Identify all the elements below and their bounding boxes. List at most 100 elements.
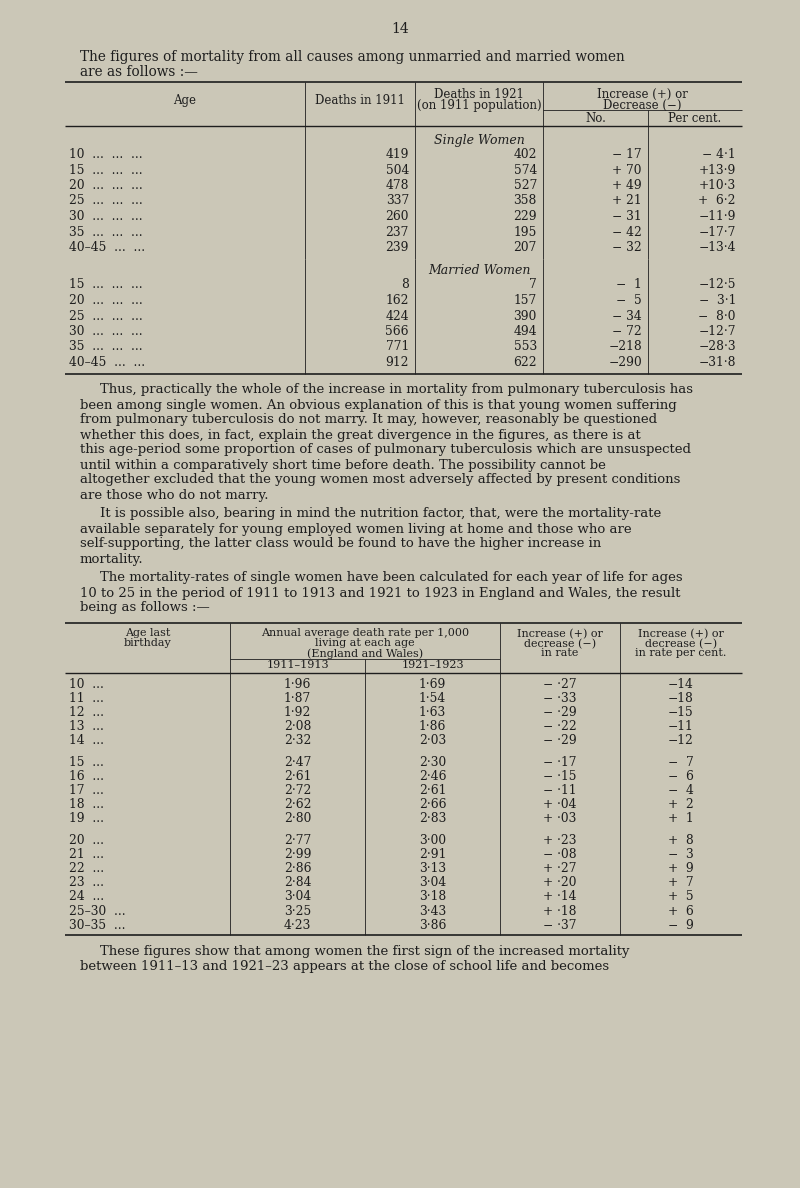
- Text: + ·14: + ·14: [543, 890, 577, 903]
- Text: − ·27: − ·27: [543, 677, 577, 690]
- Text: 553: 553: [514, 341, 537, 354]
- Text: Increase (+) or: Increase (+) or: [597, 88, 688, 101]
- Text: −218: −218: [608, 341, 642, 354]
- Text: Thus, practically the whole of the increase in mortality from pulmonary tubercul: Thus, practically the whole of the incre…: [100, 384, 693, 397]
- Text: −14: −14: [668, 677, 694, 690]
- Text: 40–45  ...  ...: 40–45 ... ...: [69, 356, 145, 369]
- Text: + ·27: + ·27: [543, 862, 577, 874]
- Text: −11: −11: [668, 720, 694, 733]
- Text: −17·7: −17·7: [698, 226, 736, 239]
- Text: in rate: in rate: [542, 649, 578, 658]
- Text: +  2: + 2: [668, 798, 694, 811]
- Text: 30–35  ...: 30–35 ...: [69, 918, 126, 931]
- Text: 2·47: 2·47: [284, 756, 311, 769]
- Text: 2·32: 2·32: [284, 734, 311, 747]
- Text: −12·7: −12·7: [698, 326, 736, 339]
- Text: 8: 8: [401, 278, 409, 291]
- Text: − ·29: − ·29: [543, 734, 577, 747]
- Text: +10·3: +10·3: [698, 179, 736, 192]
- Text: in rate per cent.: in rate per cent.: [635, 649, 726, 658]
- Text: −12·5: −12·5: [698, 278, 736, 291]
- Text: + 70: + 70: [613, 164, 642, 177]
- Text: The figures of mortality from all causes among unmarried and married women: The figures of mortality from all causes…: [80, 50, 625, 64]
- Text: 16  ...: 16 ...: [69, 770, 104, 783]
- Text: No.: No.: [585, 112, 606, 125]
- Text: 2·66: 2·66: [418, 798, 446, 811]
- Text: 2·46: 2·46: [418, 770, 446, 783]
- Text: − 42: − 42: [612, 226, 642, 239]
- Text: 14: 14: [391, 23, 409, 36]
- Text: 1·54: 1·54: [419, 691, 446, 704]
- Text: 20  ...  ...  ...: 20 ... ... ...: [69, 179, 142, 192]
- Text: 2·86: 2·86: [284, 862, 311, 874]
- Text: 494: 494: [514, 326, 537, 339]
- Text: +  1: + 1: [668, 813, 694, 826]
- Text: 22  ...: 22 ...: [69, 862, 104, 874]
- Text: 3·00: 3·00: [419, 834, 446, 847]
- Text: 2·72: 2·72: [284, 784, 311, 797]
- Text: altogether excluded that the young women most adversely affected by present cond: altogether excluded that the young women…: [80, 474, 680, 487]
- Text: − ·17: − ·17: [543, 756, 577, 769]
- Text: The mortality-rates of single women have been calculated for each year of life f: The mortality-rates of single women have…: [100, 571, 682, 584]
- Text: decrease (−): decrease (−): [524, 638, 596, 649]
- Text: 157: 157: [514, 293, 537, 307]
- Text: 2·08: 2·08: [284, 720, 311, 733]
- Text: 19  ...: 19 ...: [69, 813, 104, 826]
- Text: 12  ...: 12 ...: [69, 706, 104, 719]
- Text: mortality.: mortality.: [80, 552, 144, 565]
- Text: 11  ...: 11 ...: [69, 691, 104, 704]
- Text: 15  ...: 15 ...: [69, 756, 104, 769]
- Text: Annual average death rate per 1,000: Annual average death rate per 1,000: [261, 628, 469, 638]
- Text: +  5: + 5: [668, 890, 694, 903]
- Text: 17  ...: 17 ...: [69, 784, 104, 797]
- Text: 229: 229: [514, 210, 537, 223]
- Text: 13  ...: 13 ...: [69, 720, 104, 733]
- Text: −  5: − 5: [616, 293, 642, 307]
- Text: 1·86: 1·86: [419, 720, 446, 733]
- Text: −18: −18: [668, 691, 694, 704]
- Text: 4·23: 4·23: [284, 918, 311, 931]
- Text: 20  ...: 20 ...: [69, 834, 104, 847]
- Text: birthday: birthday: [124, 638, 171, 649]
- Text: this age-period some proportion of cases of pulmonary tuberculosis which are uns: this age-period some proportion of cases…: [80, 443, 691, 456]
- Text: Married Women: Married Women: [428, 265, 530, 278]
- Text: 2·84: 2·84: [284, 876, 311, 889]
- Text: 23  ...: 23 ...: [69, 876, 104, 889]
- Text: − 34: − 34: [612, 310, 642, 322]
- Text: Age: Age: [174, 94, 197, 107]
- Text: −290: −290: [608, 356, 642, 369]
- Text: 21  ...: 21 ...: [69, 848, 104, 860]
- Text: +  6: + 6: [668, 904, 694, 917]
- Text: 10  ...  ...  ...: 10 ... ... ...: [69, 148, 142, 162]
- Text: 2·80: 2·80: [284, 813, 311, 826]
- Text: These figures show that among women the first sign of the increased mortality: These figures show that among women the …: [100, 944, 630, 958]
- Text: 35  ...  ...  ...: 35 ... ... ...: [69, 226, 142, 239]
- Text: −12: −12: [668, 734, 694, 747]
- Text: +  6·2: + 6·2: [698, 195, 736, 208]
- Text: Increase (+) or: Increase (+) or: [638, 628, 724, 639]
- Text: 1·92: 1·92: [284, 706, 311, 719]
- Text: Decrease (−): Decrease (−): [603, 99, 682, 112]
- Text: − 31: − 31: [612, 210, 642, 223]
- Text: 1921–1923: 1921–1923: [401, 661, 464, 670]
- Text: 2·30: 2·30: [419, 756, 446, 769]
- Text: Age last: Age last: [125, 628, 170, 638]
- Text: −31·8: −31·8: [698, 356, 736, 369]
- Text: 2·61: 2·61: [284, 770, 311, 783]
- Text: 30  ...  ...  ...: 30 ... ... ...: [69, 210, 142, 223]
- Text: 2·62: 2·62: [284, 798, 311, 811]
- Text: until within a comparatively short time before death. The possibility cannot be: until within a comparatively short time …: [80, 459, 606, 472]
- Text: 424: 424: [386, 310, 409, 322]
- Text: Deaths in 1921: Deaths in 1921: [434, 88, 524, 101]
- Text: It is possible also, bearing in mind the nutrition factor, that, were the mortal: It is possible also, bearing in mind the…: [100, 507, 662, 520]
- Text: self-supporting, the latter class would be found to have the higher increase in: self-supporting, the latter class would …: [80, 537, 602, 550]
- Text: (on 1911 population): (on 1911 population): [417, 99, 542, 112]
- Text: whether this does, in fact, explain the great divergence in the figures, as ther: whether this does, in fact, explain the …: [80, 429, 641, 442]
- Text: − ·37: − ·37: [543, 918, 577, 931]
- Text: −  6: − 6: [668, 770, 694, 783]
- Text: 10 to 25 in the period of 1911 to 1913 and 1921 to 1923 in England and Wales, th: 10 to 25 in the period of 1911 to 1913 a…: [80, 587, 681, 600]
- Text: 15  ...  ...  ...: 15 ... ... ...: [69, 164, 142, 177]
- Text: −  9: − 9: [668, 918, 694, 931]
- Text: 207: 207: [514, 241, 537, 254]
- Text: 25  ...  ...  ...: 25 ... ... ...: [69, 310, 142, 322]
